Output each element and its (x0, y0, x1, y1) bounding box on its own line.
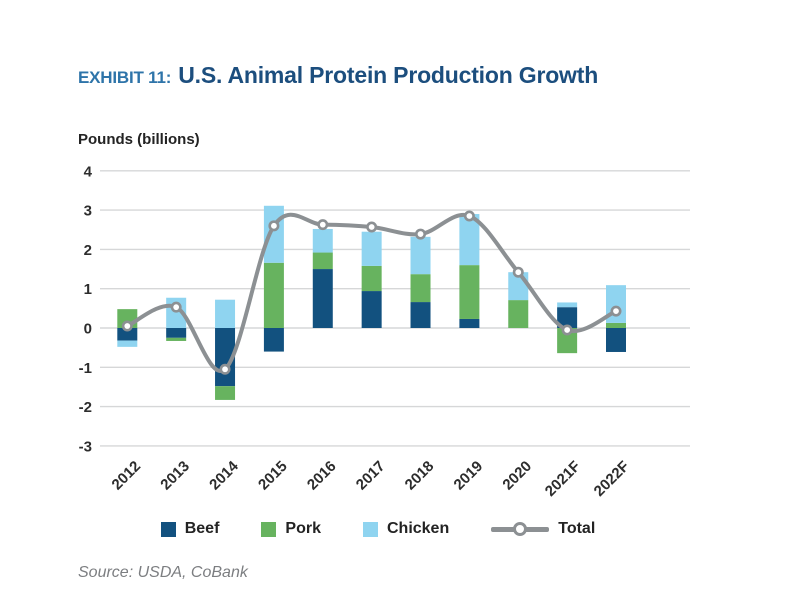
bar-2012-chicken (117, 340, 138, 347)
bar-2022F-beef (606, 328, 626, 352)
bar-2018-beef (410, 302, 431, 328)
total-point-2015 (268, 220, 280, 232)
page-title: U.S. Animal Protein Production Growth (178, 62, 599, 88)
source-citation: Source: USDA, CoBank (78, 564, 248, 581)
bar-2016-pork (312, 252, 333, 270)
legend-label-chicken: Chicken (386, 520, 450, 537)
x-tick-label-2016: 2016 (304, 458, 340, 494)
y-tick-label: 0 (84, 321, 92, 338)
legend-item-beef: Beef (160, 520, 220, 538)
chart-legend: Beef Pork Chicken Total (0, 520, 756, 538)
y-tick-label: -2 (79, 399, 92, 416)
x-tick-label-2019: 2019 (451, 458, 487, 494)
legend-label-total: Total (558, 520, 596, 537)
x-tick-label-2018: 2018 (402, 458, 438, 494)
y-tick-label: -3 (79, 438, 92, 455)
bar-2021F-beef (557, 307, 578, 328)
total-point-2017 (366, 221, 378, 233)
x-tick-label-2012: 2012 (109, 458, 145, 494)
bar-2021F-chicken (557, 302, 578, 308)
x-tick-label-2013: 2013 (157, 458, 193, 494)
bar-2016-beef (312, 269, 333, 328)
bars-group (117, 205, 626, 400)
bar-2016-chicken (312, 228, 333, 253)
bar-2019-chicken (459, 214, 480, 266)
total-line (125, 212, 618, 374)
total-point-2018 (415, 228, 427, 240)
y-tick-label: 3 (84, 203, 92, 220)
total-point-2012 (121, 320, 133, 332)
beef-swatch-icon (160, 521, 176, 537)
y-tick-label: 4 (84, 163, 93, 180)
bar-2015-pork (263, 262, 284, 328)
total-point-2016 (317, 219, 329, 231)
y-tick-label: 1 (84, 281, 92, 298)
total-point-2019 (463, 210, 475, 222)
bar-2017-pork (361, 265, 382, 292)
bar-2019-beef (459, 318, 480, 328)
total-point-2013 (170, 301, 182, 313)
chart-header: EXHIBIT 11: U.S. Animal Protein Productio… (78, 62, 598, 89)
total-point-2022F (610, 305, 622, 317)
bar-2022F-pork (606, 322, 626, 328)
x-tick-label-2020: 2020 (499, 458, 535, 494)
x-axis-ticks: 2012 2013 2014 2015 2016 2017 2018 2019 2020 2021… (109, 457, 633, 500)
y-axis-ticks: 4 3 2 1 0 -1 -2 -3 (79, 163, 93, 455)
x-tick-label-2022F: 2022F (591, 458, 633, 500)
bar-2017-chicken (361, 231, 382, 266)
bar-2014-chicken (215, 299, 236, 328)
total-line-marker-icon (491, 522, 550, 536)
bar-2017-beef (361, 291, 382, 328)
total-point-2014 (219, 363, 231, 375)
bar-2013-pork (166, 337, 187, 341)
bar-2012-beef (117, 328, 138, 341)
bar-2013-beef (166, 328, 187, 338)
total-point-2021F (561, 324, 573, 336)
x-tick-label-2021F: 2021F (542, 458, 584, 500)
x-tick-label-2014: 2014 (206, 457, 242, 493)
legend-item-pork: Pork (261, 520, 321, 538)
bar-2018-chicken (410, 236, 431, 275)
y-tick-label: 2 (84, 242, 92, 259)
pork-swatch-icon (261, 521, 277, 537)
legend-item-total: Total (491, 520, 595, 538)
legend-label-pork: Pork (285, 520, 321, 537)
total-point-2020 (512, 266, 524, 278)
exhibit-label: EXHIBIT 11: (78, 68, 172, 87)
gridlines (100, 170, 690, 447)
bar-2021F-pork (557, 328, 578, 354)
bar-2014-pork (215, 386, 236, 400)
bar-2018-pork (410, 274, 431, 303)
bar-2019-pork (459, 265, 480, 319)
x-tick-label-2017: 2017 (353, 458, 389, 494)
x-tick-label-2015: 2015 (255, 458, 291, 494)
bar-2015-chicken (263, 205, 284, 263)
legend-item-chicken: Chicken (362, 520, 450, 538)
bar-2015-beef (263, 328, 284, 352)
total-line-markers (121, 210, 622, 375)
y-axis-label: Pounds (billions) (78, 131, 200, 148)
chicken-swatch-icon (362, 521, 378, 537)
bar-2020-pork (508, 300, 529, 328)
y-tick-label: -1 (79, 360, 92, 377)
legend-label-beef: Beef (184, 520, 220, 537)
